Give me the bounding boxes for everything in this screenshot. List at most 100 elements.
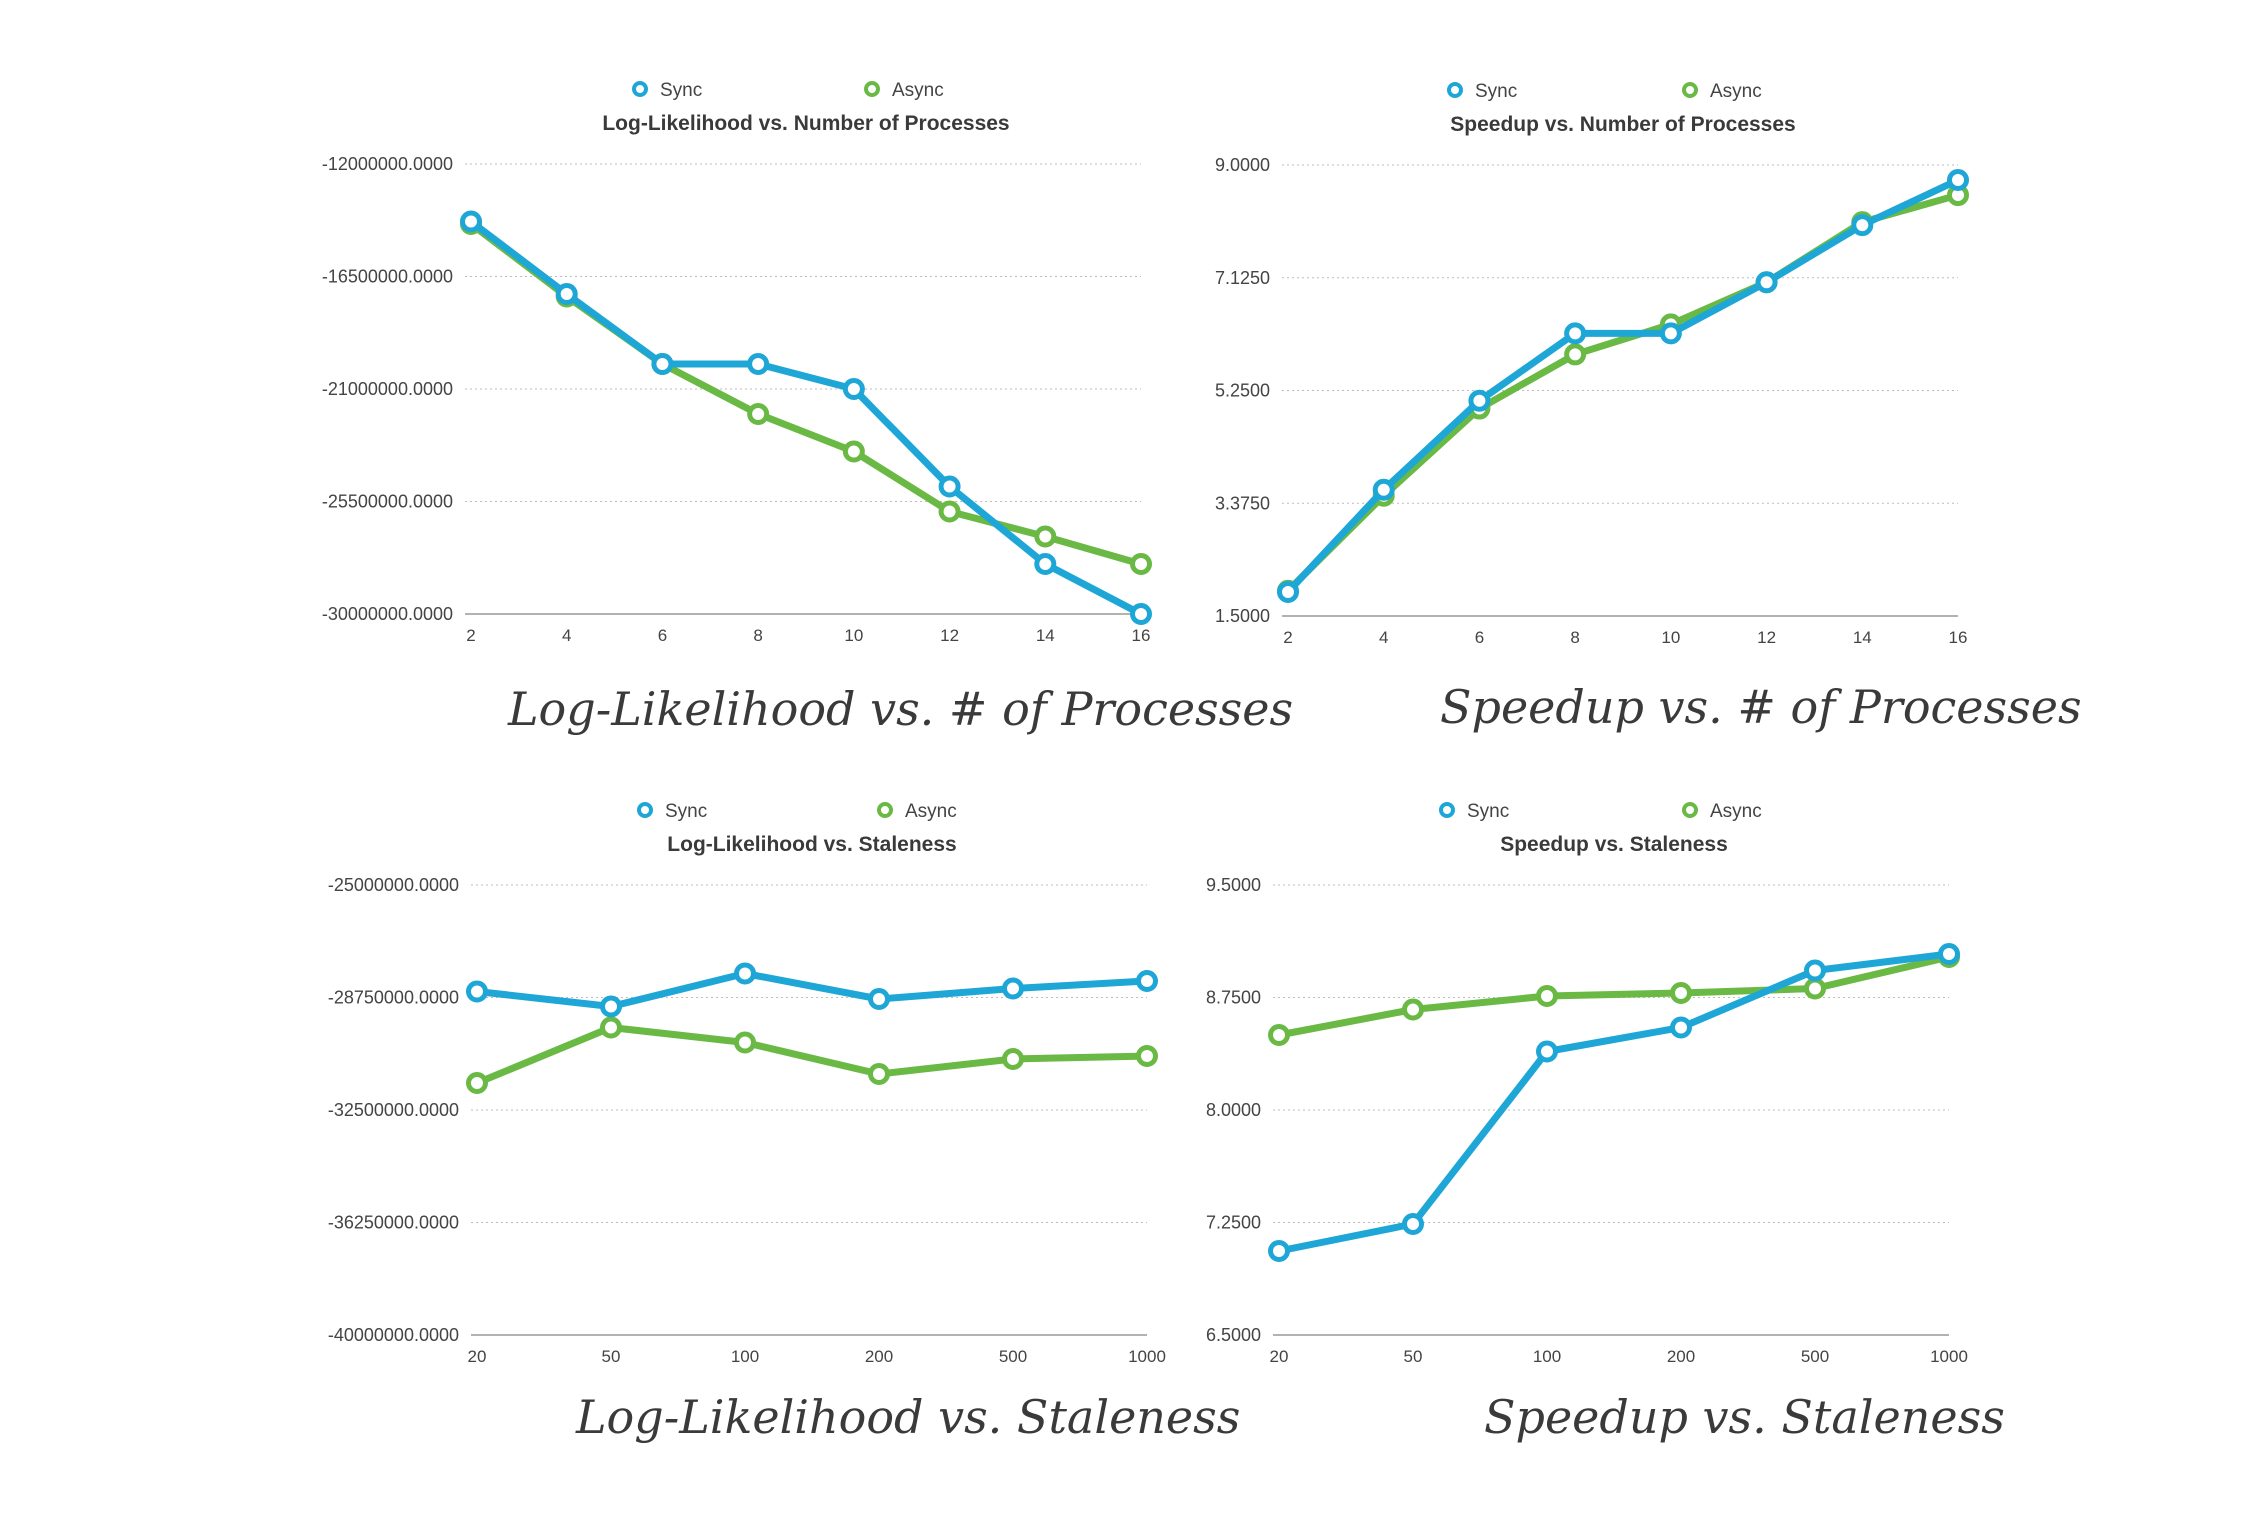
data-point-sync [734,962,756,985]
series-line-sync [1275,950,1953,1255]
x-tick-label: 100 [1533,1347,1561,1366]
legend-label-async: Async [892,80,944,101]
series-line-sync [1284,176,1962,596]
series-line-sync [473,970,1151,1010]
data-point-async [600,1016,622,1039]
legend-label-async: Async [1710,801,1762,822]
x-tick-label: 14 [1853,628,1872,647]
legend-marker-sync [1439,802,1455,818]
y-tick-label: 9.5000 [1206,875,1261,895]
series-line-async [1284,191,1962,595]
legend-marker-async [877,802,893,818]
y-tick-label: 7.1250 [1215,268,1270,288]
series-line-async [473,1024,1151,1087]
series-line-async [1275,953,1953,1039]
data-point-sync [1851,214,1874,237]
y-tick-label: -40000000.0000 [328,1325,459,1345]
x-tick-label: 12 [1757,628,1776,647]
data-point-sync [1402,1213,1424,1235]
data-point-sync [1034,553,1057,575]
x-tick-label: 200 [1667,1347,1695,1366]
data-point-sync [1372,478,1395,501]
data-point-async [1136,1045,1158,1067]
x-tick-label: 500 [999,1347,1027,1366]
x-tick-label: 1000 [1128,1347,1166,1366]
legend-marker-async [1682,802,1698,818]
y-tick-label: -25500000.0000 [322,492,453,512]
legend-label-async: Async [905,801,957,822]
data-point-sync [1277,580,1299,603]
chart-panel-2: Sync Async Log-Likelihood vs. Staleness -25… [328,801,1166,1366]
data-point-async [1536,985,1558,1007]
x-tick-label: 50 [602,1347,621,1366]
y-tick-label: 8.7500 [1206,988,1261,1008]
data-point-async [466,1072,488,1094]
series-line-async [467,220,1145,568]
x-tick-label: 4 [1379,628,1388,647]
legend-marker-sync [632,81,648,97]
y-tick-label: -36250000.0000 [328,1213,459,1233]
data-point-async [734,1031,756,1054]
x-tick-label: 1000 [1930,1347,1968,1366]
x-tick-label: 10 [844,626,863,645]
data-point-sync [1938,943,1960,965]
caption-loglik-staleness: Log-Likelihood vs. Staleness [576,1390,1241,1444]
legend-marker-async [1682,82,1698,98]
data-point-sync [460,210,482,233]
x-tick-label: 50 [1404,1347,1423,1366]
data-point-async [868,1063,890,1085]
data-point-sync [1755,271,1778,294]
y-tick-label: 3.3750 [1215,493,1270,513]
y-tick-label: 5.2500 [1215,381,1270,401]
legend-label-sync: Sync [1467,801,1509,822]
data-point-async [1804,977,1826,1000]
x-tick-label: 8 [1570,628,1579,647]
data-point-sync [1564,322,1587,345]
data-point-sync [1670,1016,1692,1039]
y-tick-label: -25000000.0000 [328,875,459,895]
legend-label-sync: Sync [1475,81,1517,102]
chart-title: Log-Likelihood vs. Staleness [667,833,956,856]
data-point-async [1130,553,1152,575]
y-tick-label: 6.5000 [1206,1325,1261,1345]
series-line-sync [467,218,1145,618]
y-tick-label: 9.0000 [1215,155,1270,175]
x-tick-label: 20 [468,1347,487,1366]
data-point-sync [1659,322,1682,345]
data-point-async [1002,1048,1024,1070]
legend-marker-sync [637,802,653,818]
x-tick-label: 200 [865,1347,893,1366]
y-tick-label: 7.2500 [1206,1213,1261,1233]
y-tick-label: -28750000.0000 [328,988,459,1008]
x-tick-label: 12 [940,626,959,645]
data-point-sync [938,475,961,498]
chart-title: Log-Likelihood vs. Number of Processes [602,112,1009,135]
caption-speedup-processes: Speedup vs. # of Processes [1440,680,2082,734]
y-tick-label: -21000000.0000 [322,379,453,399]
data-point-sync [1536,1040,1558,1063]
x-tick-label: 6 [658,626,667,645]
y-tick-label: -32500000.0000 [328,1100,459,1120]
data-point-sync [555,283,578,305]
x-tick-label: 10 [1661,628,1680,647]
data-point-async [1034,525,1057,548]
data-point-sync [1947,169,1969,192]
legend-marker-sync [1447,82,1463,98]
data-point-sync [842,378,865,400]
x-tick-label: 6 [1475,628,1484,647]
legend-marker-async [864,81,880,97]
data-point-async [1402,998,1424,1021]
data-point-sync [1002,977,1024,1000]
data-point-sync [868,988,890,1010]
data-point-sync [1130,603,1152,625]
data-point-async [938,500,961,523]
data-point-sync [1804,959,1826,982]
data-point-sync [466,980,488,1003]
data-point-async [1268,1024,1290,1046]
data-point-async [1670,982,1692,1004]
chart-panel-1: Sync Async Speedup vs. Number of Processes… [1215,81,1969,647]
chart-panel-3: Sync Async Speedup vs. Staleness 9.5000 8.75… [1206,801,1968,1366]
x-tick-label: 20 [1270,1347,1289,1366]
y-tick-label: -12000000.0000 [322,154,453,174]
data-point-sync [1136,970,1158,992]
